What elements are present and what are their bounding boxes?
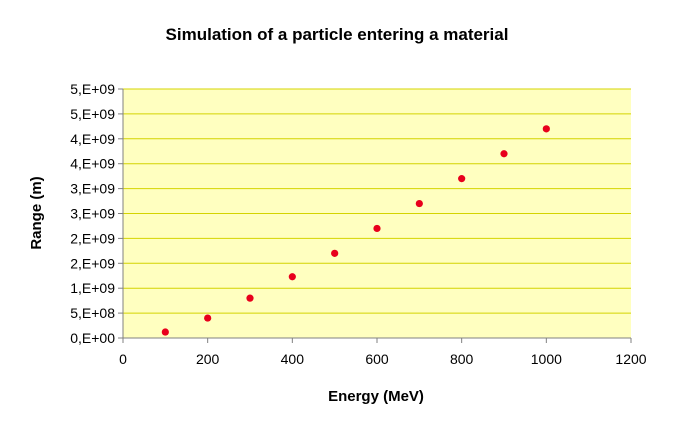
- data-point: [500, 150, 508, 158]
- x-tick-label: 1000: [531, 351, 562, 367]
- y-tick-label: 4,E+09: [70, 156, 115, 172]
- y-tick-label: 1,E+09: [70, 280, 115, 296]
- y-tick-label: 4,E+09: [70, 131, 115, 147]
- y-tick-label: 3,E+09: [70, 206, 115, 222]
- y-tick-label: 3,E+09: [70, 181, 115, 197]
- x-tick-label: 800: [450, 351, 474, 367]
- data-point: [246, 294, 254, 302]
- x-tick-label: 200: [196, 351, 220, 367]
- x-tick-label: 400: [281, 351, 305, 367]
- y-tick-label: 5,E+09: [70, 106, 115, 122]
- y-tick-label: 5,E+08: [70, 305, 115, 321]
- data-point: [331, 249, 339, 257]
- y-tick-label: 2,E+09: [70, 230, 115, 246]
- data-point: [415, 199, 423, 208]
- x-tick-label: 1200: [615, 351, 646, 367]
- y-tick-label: 0,E+00: [70, 330, 115, 346]
- data-point: [161, 328, 169, 336]
- data-point: [458, 175, 466, 183]
- grid-lines: [123, 88, 631, 314]
- data-point: [288, 273, 296, 281]
- y-tick-label: 5,E+09: [70, 81, 115, 97]
- axes: [118, 88, 632, 343]
- chart-title: Simulation of a particle entering a mate…: [166, 25, 509, 44]
- x-tick-label: 0: [119, 351, 127, 367]
- data-points: [161, 125, 550, 336]
- x-axis-label: Energy (MeV): [328, 388, 424, 405]
- data-point: [204, 314, 212, 322]
- data-point: [542, 125, 550, 133]
- tick-labels: 0,E+00 5,E+08 1,E+09 2,E+09 2,E+09 3,E+09 3,E+…: [70, 81, 647, 367]
- data-point: [373, 224, 381, 233]
- y-tick-label: 2,E+09: [70, 255, 115, 271]
- x-tick-label: 600: [365, 351, 389, 367]
- y-axis-label: Range (m): [28, 176, 45, 249]
